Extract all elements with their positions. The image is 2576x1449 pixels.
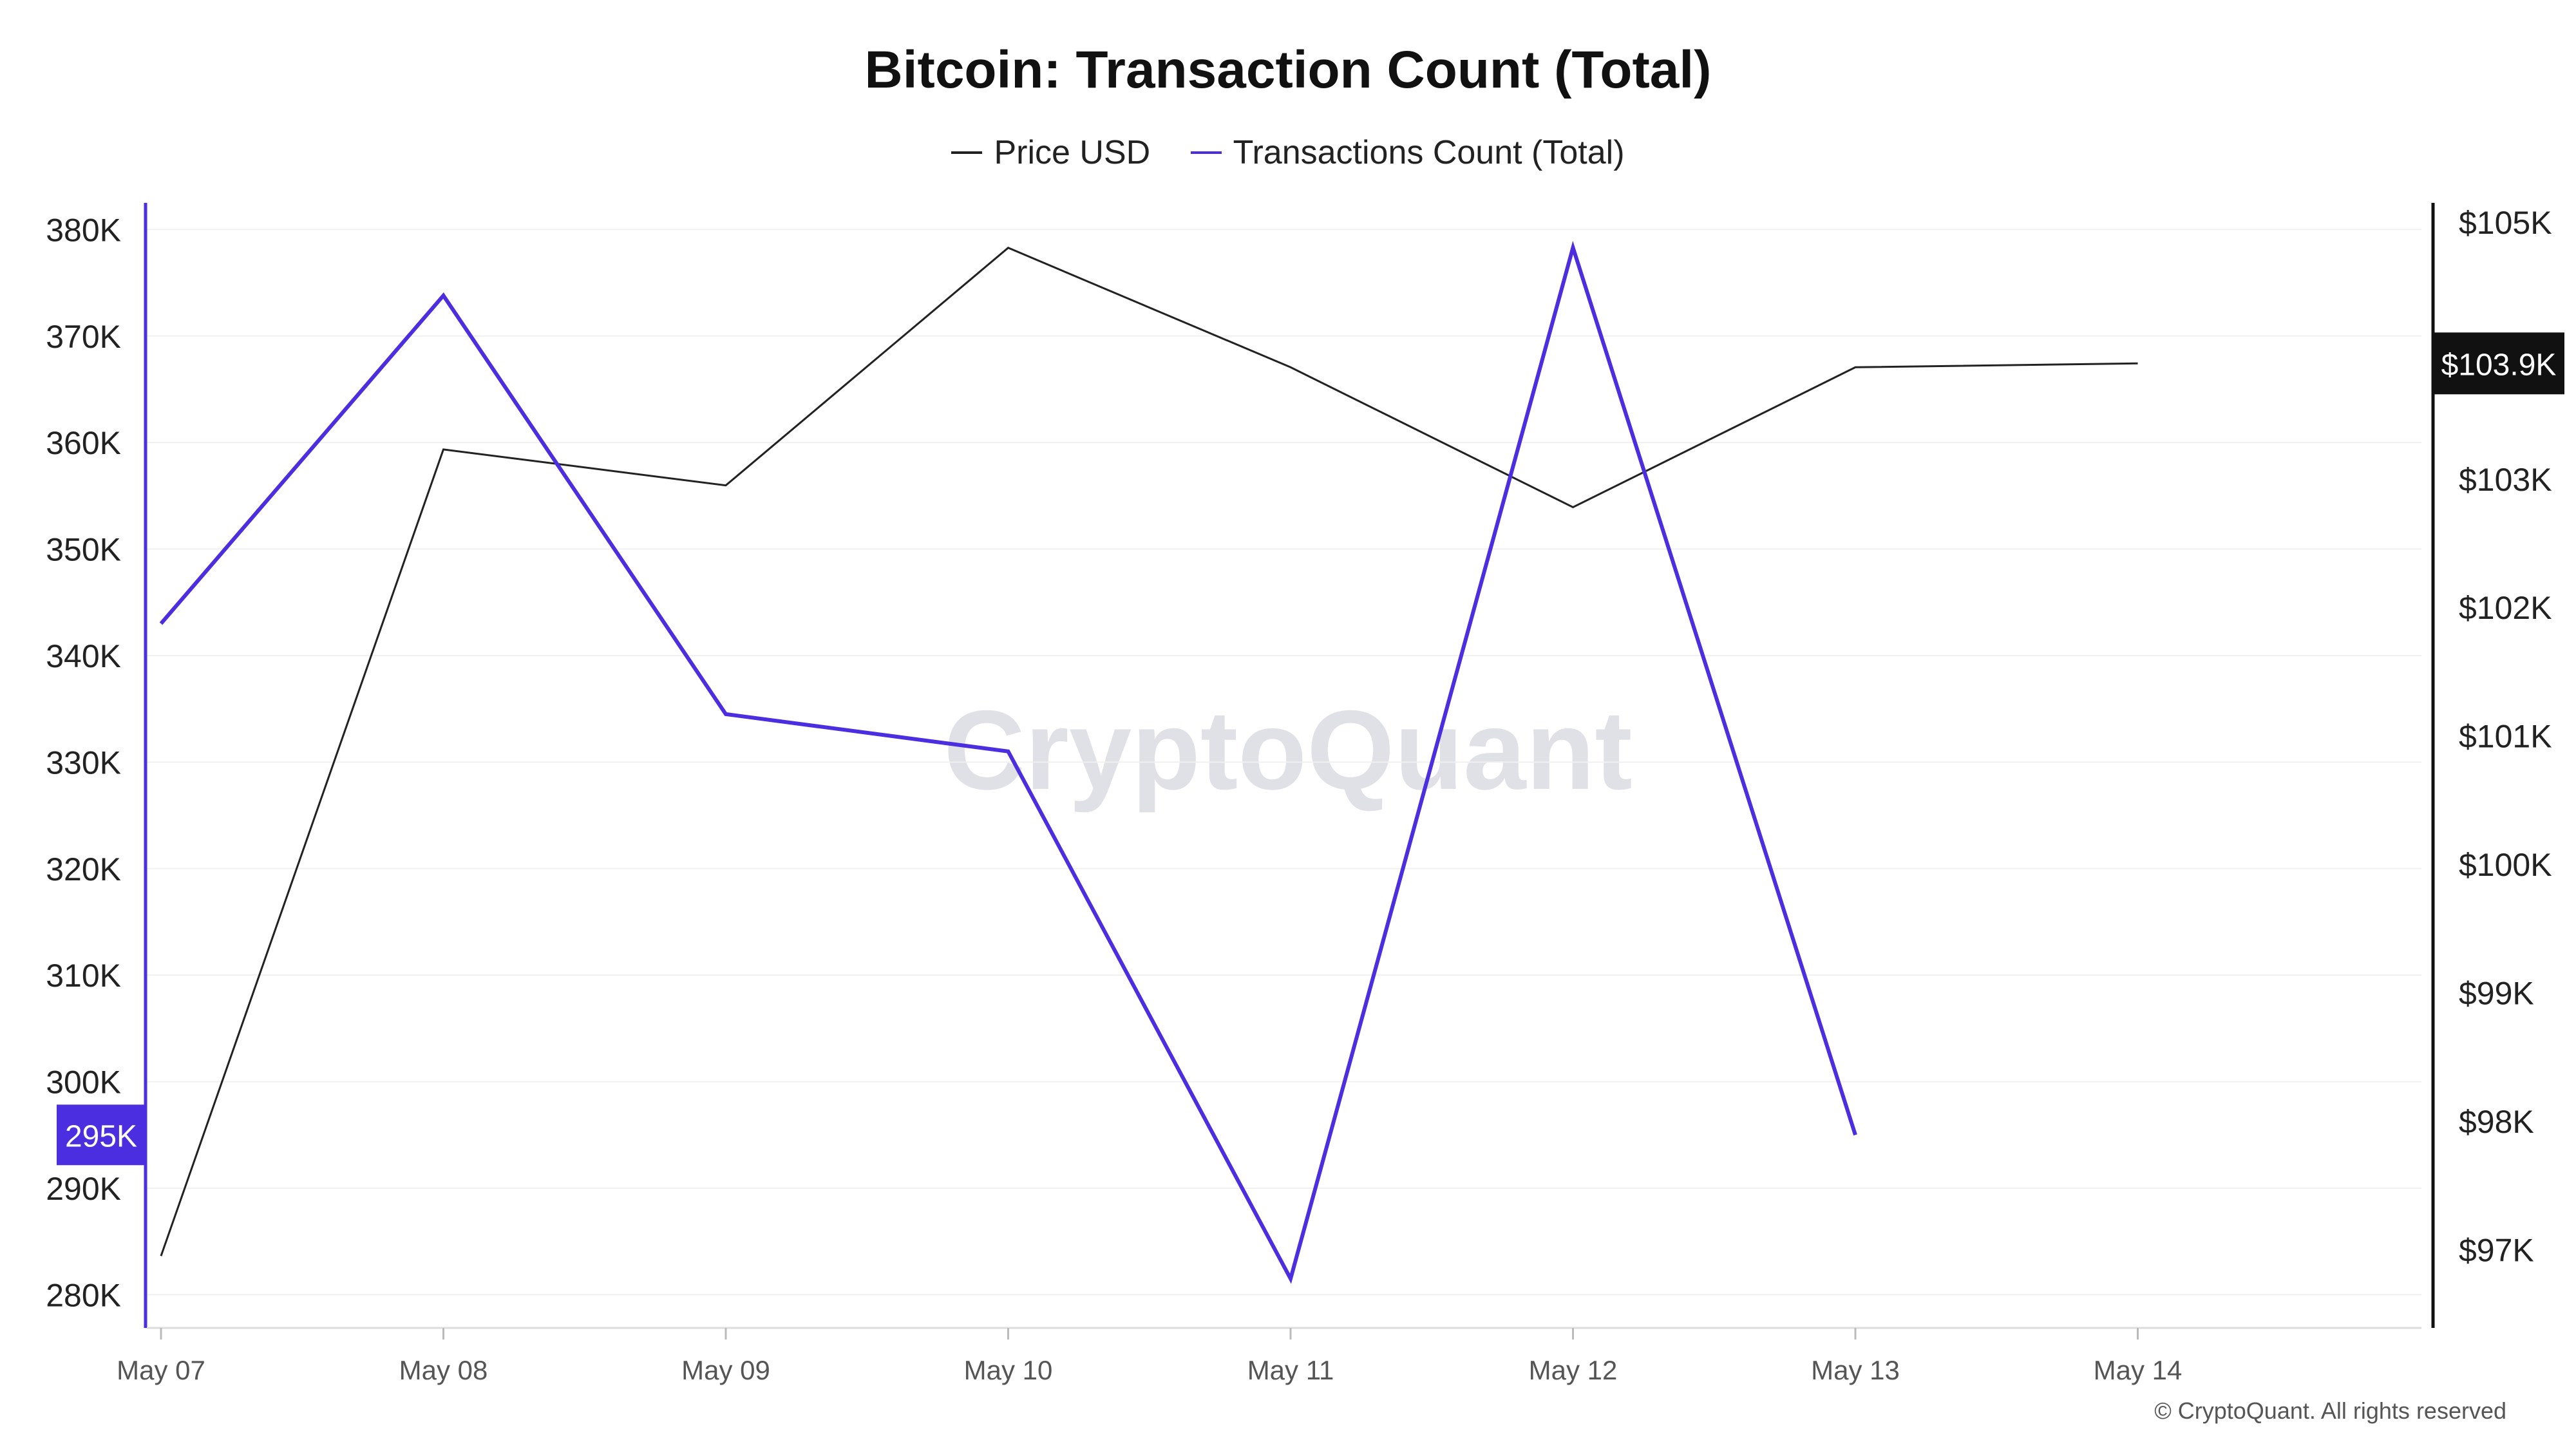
left-axis-tick-label: 360K bbox=[46, 425, 121, 461]
x-axis-tick-label: May 10 bbox=[964, 1355, 1053, 1385]
x-axis-tick-label: May 13 bbox=[1811, 1355, 1900, 1385]
x-axis-tick-label: May 08 bbox=[399, 1355, 488, 1385]
legend-label-transactions: Transactions Count (Total) bbox=[1233, 134, 1625, 171]
left-axis-tick-label: 320K bbox=[46, 851, 121, 887]
left-axis-tick-label: 310K bbox=[46, 958, 121, 994]
series-lines bbox=[159, 240, 2138, 1284]
left-axis-tick-label: 380K bbox=[46, 212, 121, 248]
right-axis-tick-label: $105K bbox=[2459, 205, 2552, 241]
left-axis-tick-label: 370K bbox=[46, 319, 121, 355]
right-axis-tick-label: $102K bbox=[2459, 590, 2552, 626]
current-value-markers: 295K $103.9K bbox=[57, 332, 2564, 1166]
right-current-value-label: $103.9K bbox=[2441, 348, 2557, 382]
grid-lines bbox=[147, 229, 2421, 1296]
transactions-count-line bbox=[159, 240, 1857, 1284]
x-axis-tick-label: May 09 bbox=[681, 1355, 770, 1385]
legend-item-price[interactable]: Price USD bbox=[951, 133, 1150, 172]
left-axis-tick-label: 340K bbox=[46, 638, 121, 674]
right-axis-tick-label: $98K bbox=[2459, 1104, 2534, 1140]
copyright-notice: © CryptoQuant. All rights reserved bbox=[2154, 1397, 2506, 1424]
legend-item-transactions[interactable]: Transactions Count (Total) bbox=[1190, 133, 1625, 172]
x-axis-tick-label: May 07 bbox=[117, 1355, 205, 1385]
watermark: CryptoQuant bbox=[943, 688, 1632, 813]
left-axis-tick-label: 330K bbox=[46, 744, 121, 781]
x-axis-tick-label: May 11 bbox=[1247, 1355, 1334, 1385]
right-axis-tick-label: $100K bbox=[2459, 847, 2552, 883]
left-axis-tick-label: 280K bbox=[46, 1277, 121, 1313]
legend-label-price: Price USD bbox=[994, 134, 1151, 171]
left-axis-tick-label: 350K bbox=[46, 532, 121, 568]
legend-swatch-price bbox=[951, 151, 983, 154]
legend: Price USD Transactions Count (Total) bbox=[0, 124, 2576, 172]
left-axis-tick-label: 300K bbox=[46, 1065, 121, 1101]
chart-title: Bitcoin: Transaction Count (Total) bbox=[864, 41, 1712, 99]
x-axis-tick-label: May 12 bbox=[1529, 1355, 1618, 1385]
axes: 380K 370K 360K 350K 340K 330K 320K 310K 300K 290K… bbox=[46, 203, 2552, 1385]
legend-swatch-transactions bbox=[1190, 151, 1222, 154]
right-axis-tick-label: $101K bbox=[2459, 719, 2552, 755]
right-axis-tick-label: $99K bbox=[2459, 975, 2534, 1011]
x-axis-tick-label: May 14 bbox=[2094, 1355, 2183, 1385]
right-current-value-badge bbox=[2433, 332, 2564, 395]
price-usd-line bbox=[160, 247, 2138, 1256]
left-current-value-badge bbox=[57, 1104, 146, 1166]
right-axis-tick-label: $97K bbox=[2459, 1232, 2534, 1268]
left-current-value-label: 295K bbox=[65, 1119, 137, 1153]
left-axis-tick-label: 290K bbox=[46, 1171, 121, 1207]
right-axis-tick-label: $103K bbox=[2459, 462, 2552, 498]
